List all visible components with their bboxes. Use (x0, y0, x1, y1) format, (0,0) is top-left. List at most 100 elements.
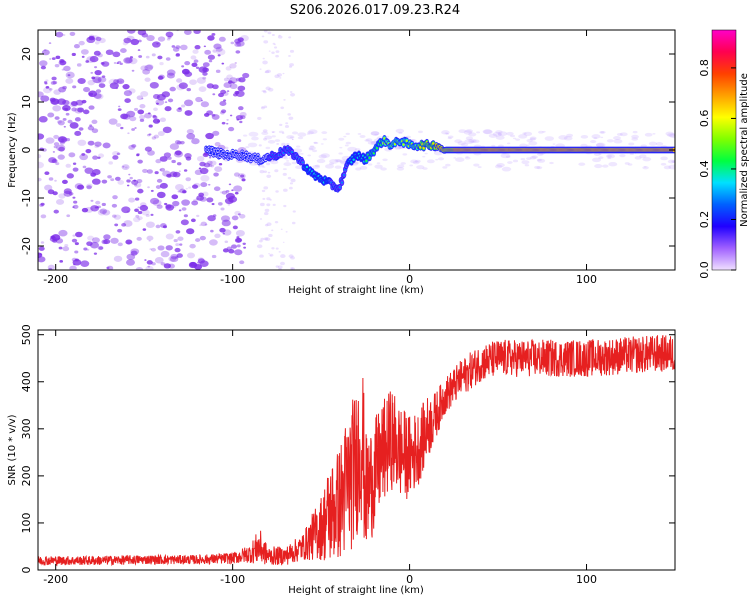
noise-blob (181, 207, 187, 211)
noise-blob (198, 66, 208, 73)
noise-blob (222, 229, 232, 236)
noise-blob (257, 116, 262, 120)
noise-blob (116, 62, 120, 65)
noise-blob (171, 159, 176, 164)
noise-blob (359, 165, 368, 170)
noise-blob (613, 136, 621, 140)
noise-blob (526, 144, 530, 147)
noise-blob (166, 37, 171, 41)
noise-blob (278, 34, 281, 37)
noise-blob (234, 249, 243, 256)
noise-blob (184, 60, 191, 66)
signal-cell (245, 152, 248, 156)
noise-blob (263, 105, 268, 109)
noise-blob (228, 183, 232, 186)
noise-blob (199, 167, 209, 175)
noise-blob (159, 167, 166, 172)
noise-blob (81, 153, 86, 156)
noise-blob (213, 43, 222, 50)
noise-blob (139, 103, 146, 109)
noise-blob (267, 139, 276, 144)
noise-blob (154, 257, 164, 264)
noise-blob (94, 66, 98, 69)
noise-blob (63, 65, 71, 72)
noise-blob (83, 87, 91, 93)
noise-blob (153, 107, 158, 112)
noise-blob (73, 200, 78, 204)
noise-blob (206, 160, 213, 165)
noise-blob (157, 36, 166, 42)
noise-blob (169, 86, 176, 92)
noise-blob (160, 250, 170, 258)
noise-blob (55, 55, 61, 60)
noise-blob (202, 76, 207, 80)
noise-blob (213, 186, 221, 192)
signal-cell (305, 165, 309, 169)
noise-blob (223, 77, 230, 82)
noise-blob (241, 178, 246, 182)
noise-blob (322, 138, 328, 141)
noise-blob (343, 135, 347, 138)
noise-blob (536, 166, 543, 170)
noise-blob (130, 38, 140, 46)
noise-blob (234, 62, 237, 64)
noise-blob (266, 162, 271, 166)
noise-blob (145, 265, 154, 270)
noise-blob (98, 83, 106, 88)
noise-blob (115, 123, 122, 127)
noise-blob (261, 189, 266, 193)
noise-blob (288, 116, 294, 120)
noise-blob (126, 210, 130, 213)
noise-blob (223, 82, 232, 89)
noise-blob (667, 133, 675, 138)
noise-blob (175, 255, 179, 259)
noise-blob (71, 238, 78, 243)
noise-blob (97, 205, 101, 209)
noise-blob (77, 107, 84, 113)
noise-blob (43, 81, 48, 84)
noise-blob (189, 79, 197, 85)
signal-cell (256, 155, 260, 158)
noise-blob (186, 88, 191, 92)
noise-blob (157, 245, 165, 251)
noise-blob (262, 197, 266, 200)
noise-blob (402, 153, 408, 156)
noise-blob (261, 35, 265, 38)
noise-blob (155, 185, 162, 189)
colorbar-tick-label: 0.6 (698, 110, 711, 128)
noise-blob (38, 154, 42, 159)
noise-blob (283, 204, 287, 208)
noise-blob (186, 228, 195, 235)
noise-blob (65, 163, 72, 168)
noise-blob (370, 140, 376, 144)
noise-blob (124, 166, 128, 169)
noise-blob (81, 99, 87, 104)
noise-blob (173, 150, 184, 158)
noise-blob (53, 134, 59, 139)
noise-blob (94, 78, 102, 84)
noise-blob (150, 197, 160, 205)
noise-blob (173, 239, 178, 243)
noise-blob (261, 106, 264, 108)
noise-blob (251, 136, 259, 141)
noise-blob (512, 159, 519, 163)
noise-blob (112, 51, 121, 58)
noise-blob (288, 55, 291, 57)
noise-blob (83, 247, 88, 251)
noise-blob (278, 267, 282, 270)
noise-blob (161, 91, 171, 98)
noise-blob (335, 159, 342, 163)
noise-blob (211, 202, 215, 206)
noise-blob (43, 87, 52, 94)
noise-blob (312, 165, 320, 169)
noise-blob (395, 145, 403, 150)
spectrogram-x-ticks: -200 -100 0 100 (43, 30, 597, 286)
noise-blob (271, 135, 276, 138)
noise-blob (231, 244, 238, 249)
noise-blob (133, 182, 142, 188)
noise-blob (282, 241, 285, 243)
noise-blob (90, 71, 94, 74)
noise-blob (63, 125, 66, 128)
noise-blob (435, 158, 439, 161)
snr-x-label: Height of straight line (km) (288, 585, 424, 596)
